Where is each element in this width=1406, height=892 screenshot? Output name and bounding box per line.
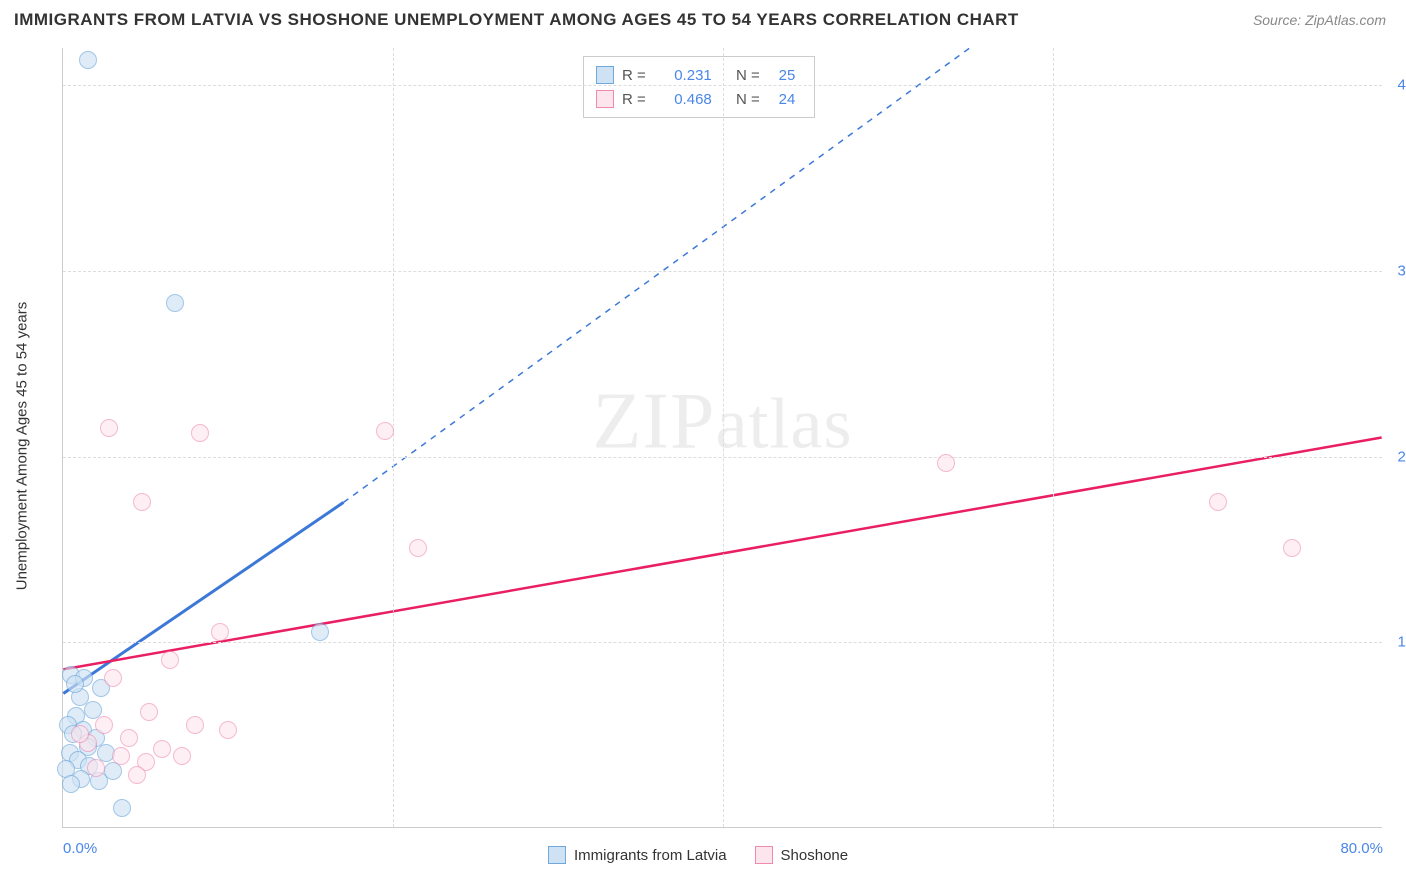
legend-n-label: N =: [736, 91, 764, 108]
data-point-shoshone: [104, 669, 122, 687]
header: IMMIGRANTS FROM LATVIA VS SHOSHONE UNEMP…: [0, 0, 1406, 36]
legend-item: Immigrants from Latvia: [548, 846, 727, 864]
legend-swatch: [548, 846, 566, 864]
legend-n-label: N =: [736, 67, 764, 84]
x-tick-label: 0.0%: [63, 840, 97, 857]
data-point-shoshone: [120, 729, 138, 747]
data-point-shoshone: [1283, 539, 1301, 557]
legend-r-label: R =: [622, 91, 650, 108]
correlation-legend: R = 0.231 N = 25 R = 0.468 N = 24: [583, 56, 815, 118]
legend-swatch: [596, 66, 614, 84]
data-point-latvia: [166, 294, 184, 312]
data-point-latvia: [79, 51, 97, 69]
chart-area: ZIPatlas R =0.231N =25R =0.468N =24 10.0…: [62, 48, 1382, 828]
data-point-shoshone: [937, 454, 955, 472]
chart-title: IMMIGRANTS FROM LATVIA VS SHOSHONE UNEMP…: [14, 10, 1019, 30]
legend-r-value: 0.468: [658, 91, 728, 108]
data-point-shoshone: [191, 424, 209, 442]
data-point-shoshone: [71, 725, 89, 743]
y-tick-label: 20.0%: [1388, 448, 1406, 465]
data-point-latvia: [311, 623, 329, 641]
data-point-shoshone: [211, 623, 229, 641]
series-legend: Immigrants from Latvia Shoshone: [548, 846, 848, 864]
trend-line-latvia: [63, 502, 343, 693]
gridline-v: [723, 48, 724, 827]
legend-n-value: 25: [772, 67, 802, 84]
gridline-v: [1053, 48, 1054, 827]
y-axis-label: Unemployment Among Ages 45 to 54 years: [14, 302, 31, 591]
data-point-shoshone: [128, 766, 146, 784]
source-label: Source: ZipAtlas.com: [1253, 12, 1386, 28]
legend-row-latvia: R = 0.231 N = 25: [596, 63, 802, 87]
data-point-latvia: [62, 775, 80, 793]
data-point-shoshone: [100, 419, 118, 437]
data-point-shoshone: [133, 493, 151, 511]
data-point-shoshone: [87, 759, 105, 777]
legend-label: Immigrants from Latvia: [574, 847, 727, 864]
data-point-shoshone: [376, 422, 394, 440]
data-point-shoshone: [173, 747, 191, 765]
legend-row-shoshone: R = 0.468 N = 24: [596, 87, 802, 111]
legend-swatch: [755, 846, 773, 864]
gridline-v: [393, 48, 394, 827]
data-point-shoshone: [140, 703, 158, 721]
data-point-shoshone: [186, 716, 204, 734]
data-point-shoshone: [153, 740, 171, 758]
legend-swatch: [596, 90, 614, 108]
legend-n-value: 24: [772, 91, 802, 108]
legend-r-label: R =: [622, 67, 650, 84]
x-tick-label: 80.0%: [1340, 840, 1383, 857]
y-tick-label: 10.0%: [1388, 634, 1406, 651]
data-point-shoshone: [161, 651, 179, 669]
data-point-shoshone: [112, 747, 130, 765]
legend-label: Shoshone: [781, 847, 849, 864]
y-tick-label: 40.0%: [1388, 77, 1406, 94]
data-point-shoshone: [95, 716, 113, 734]
data-point-shoshone: [219, 721, 237, 739]
legend-item: Shoshone: [755, 846, 849, 864]
data-point-latvia: [66, 675, 84, 693]
data-point-latvia: [113, 799, 131, 817]
legend-r-value: 0.231: [658, 67, 728, 84]
data-point-shoshone: [1209, 493, 1227, 511]
y-tick-label: 30.0%: [1388, 262, 1406, 279]
data-point-shoshone: [409, 539, 427, 557]
